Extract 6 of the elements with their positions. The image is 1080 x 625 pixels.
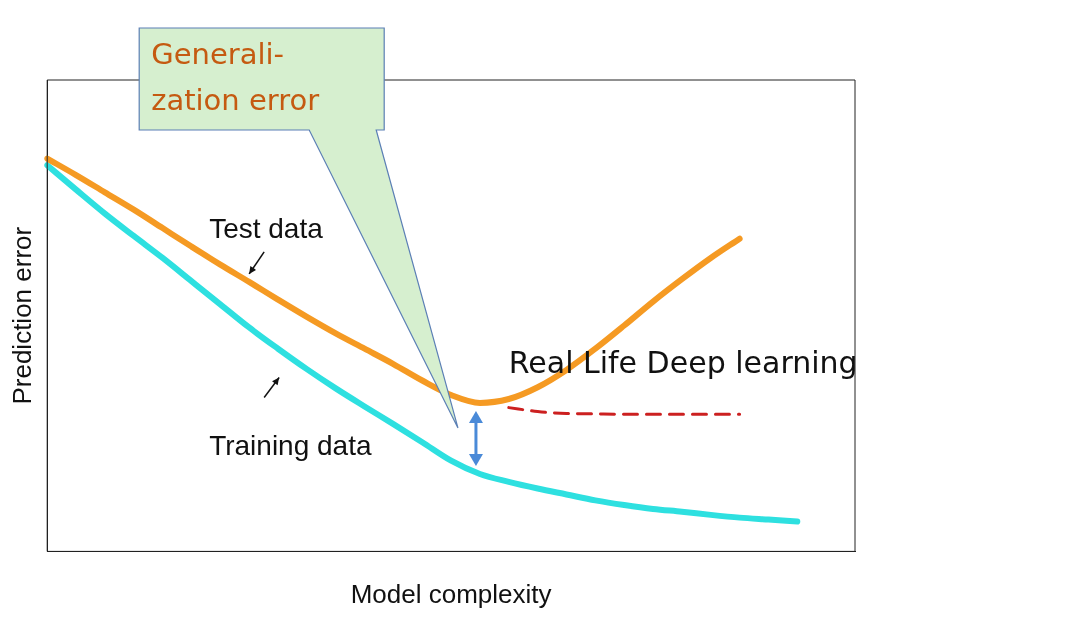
series-label: Real Life Deep learning	[508, 345, 858, 381]
series-label: Training data	[209, 430, 372, 462]
text: Generali- zation error	[151, 36, 320, 117]
x-axis-title: Model complexity	[350, 578, 552, 609]
series-label: Test data	[209, 212, 324, 244]
y-axis-title: Prediction error	[6, 226, 37, 405]
